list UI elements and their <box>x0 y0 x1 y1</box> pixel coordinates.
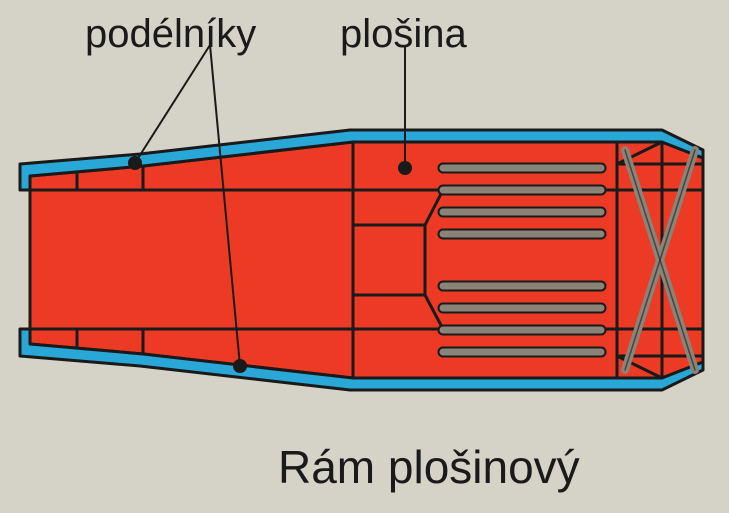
plosina-label: plošina <box>340 12 467 57</box>
frame-diagram <box>15 120 715 400</box>
title-label: Rám plošinový <box>278 440 580 494</box>
podelniky-label: podélníky <box>85 12 256 57</box>
